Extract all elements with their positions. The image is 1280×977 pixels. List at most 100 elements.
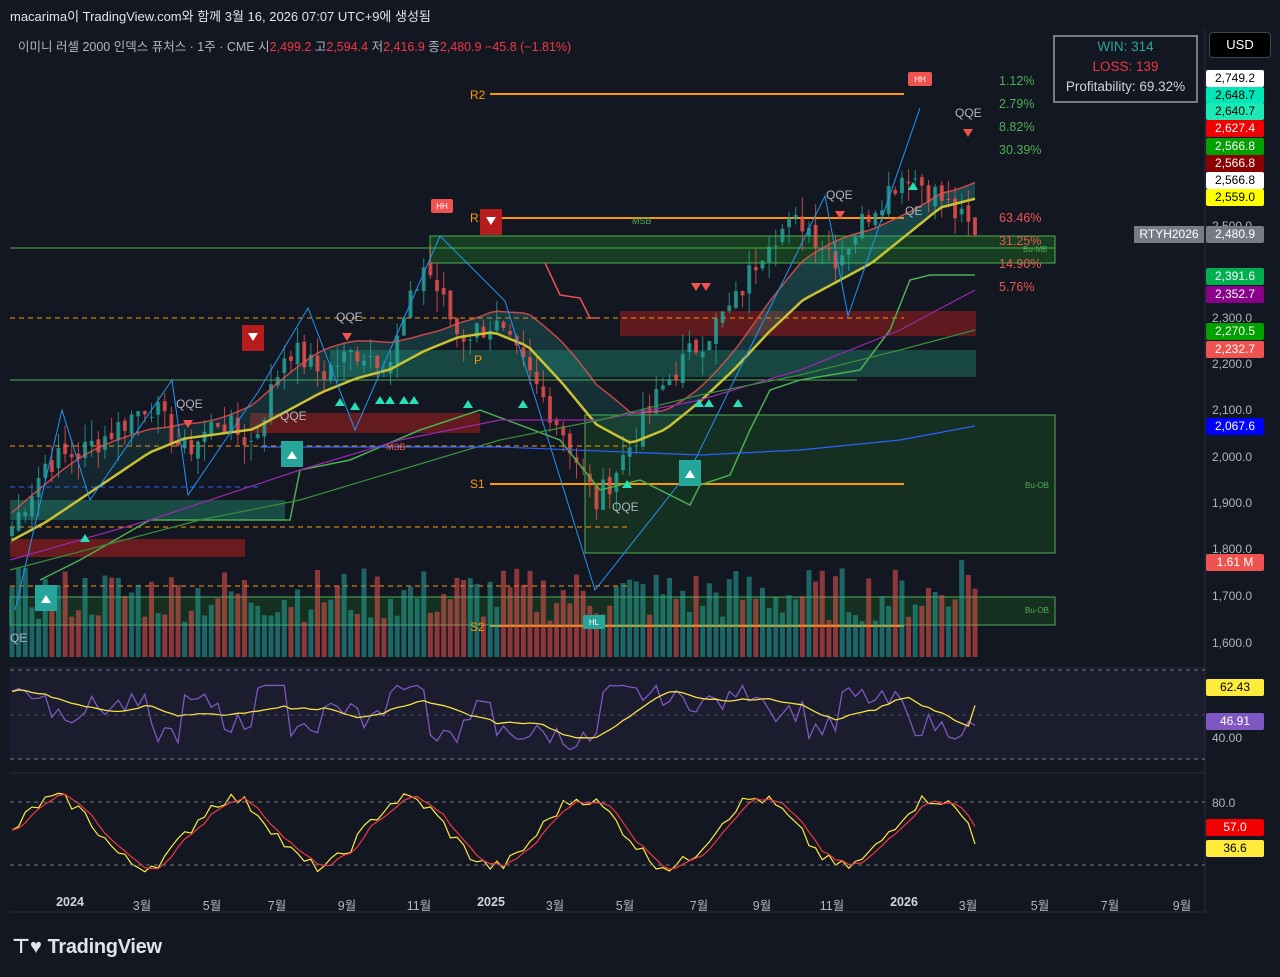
volume-bar (69, 616, 75, 657)
candle (182, 429, 187, 454)
volume-bar (447, 599, 453, 657)
candle (733, 281, 738, 310)
volume-bar (195, 587, 201, 657)
fib-pct-1: 1.12% (999, 74, 1035, 88)
rsi-ma-badge: 62.43 (1206, 679, 1264, 696)
price-badge: 2,559.0 (1206, 189, 1264, 206)
candle (156, 395, 161, 434)
volume-bar (481, 616, 487, 657)
volume-bar (574, 574, 580, 657)
time-tick: 9월 (1172, 899, 1192, 913)
candle (720, 311, 725, 328)
rsi-line (11, 683, 976, 751)
volume-bar (613, 586, 619, 657)
volume-bar (261, 615, 267, 657)
candle (29, 483, 34, 526)
zigzag-line (14, 107, 921, 611)
volume-bar (666, 578, 672, 657)
volume-bar (886, 605, 892, 657)
volume-bar (36, 618, 42, 657)
rsi-value-badge: 46.91 (1206, 713, 1264, 730)
volume-bar (89, 614, 95, 657)
fib-pct-2: 2.79% (999, 97, 1035, 111)
volume-bar (753, 598, 759, 657)
time-tick: 5월 (1030, 899, 1050, 913)
volume-bar (813, 581, 819, 657)
candle (528, 338, 533, 385)
high-value: 2,594.4 (326, 40, 369, 54)
volume-bar (301, 621, 307, 657)
svg-text:HH: HH (914, 75, 926, 84)
volume-bar (241, 580, 247, 657)
volume-bar (281, 600, 287, 657)
volume-bar (321, 602, 327, 657)
candle (926, 180, 931, 213)
hl-marker: HL (583, 615, 605, 629)
volume-bar (872, 620, 878, 657)
volume-bar (779, 612, 785, 657)
volume-bar (726, 579, 732, 657)
volume-bar (593, 613, 599, 657)
volume-bar (295, 589, 301, 657)
candle (494, 300, 499, 333)
symbol-legend[interactable]: 이미니 러셀 2000 인덱스 퓨처스 · 1주 · CME 시2,499.2 … (18, 36, 571, 55)
candle (607, 467, 612, 509)
price-badge: 2,067.6 (1206, 418, 1264, 435)
volume-bar (394, 615, 400, 657)
close-value: 2,480.9 (439, 40, 482, 54)
open-value: 2,499.2 (269, 40, 312, 54)
price-tick: 2,300.0 (1212, 311, 1253, 325)
created-line: macarima이 TradingView.com와 함께 3월 16, 202… (10, 9, 431, 24)
stoch-k-badge: 57.0 (1206, 819, 1264, 836)
qqe-label: QQE (280, 409, 307, 423)
volume-bar (441, 593, 447, 657)
tradingview-logo[interactable]: ⊤♥ TradingView (12, 934, 162, 959)
candle (747, 250, 752, 314)
candle (468, 336, 473, 355)
candle (846, 248, 851, 271)
volume-bar (208, 604, 214, 657)
candle (660, 377, 665, 392)
price-badge: 2,352.7 (1206, 286, 1264, 303)
candle (448, 290, 453, 326)
volume-bar (693, 575, 699, 657)
volume-bar (275, 612, 281, 657)
volume-bar (55, 585, 61, 657)
volume-bar (148, 581, 154, 657)
volume-bar (945, 606, 951, 657)
candle (740, 290, 745, 308)
volume-bar (759, 587, 765, 657)
volume-bar (534, 611, 540, 657)
time-tick: 3월 (958, 899, 978, 913)
bu-ob-label-2: Bu-OB (1025, 606, 1049, 615)
volume-bar (62, 571, 68, 657)
volume-bar (168, 577, 174, 657)
volume-bar (95, 615, 101, 657)
time-tick: 3월 (545, 899, 565, 913)
candle (76, 442, 81, 480)
buy-signal-triangles (80, 182, 918, 542)
qe-label: QE (10, 631, 27, 645)
candle (481, 319, 486, 339)
open-label: 시 (258, 40, 270, 54)
volume-bar (892, 569, 898, 657)
candle (953, 186, 958, 234)
volume-bar (859, 621, 865, 657)
time-tick: 7월 (689, 899, 709, 913)
time-tick: 9월 (752, 899, 772, 913)
candle (893, 186, 898, 196)
candle (700, 336, 705, 376)
candle (348, 348, 353, 371)
win-count: WIN: 314 (1097, 39, 1154, 54)
volume-bar (16, 568, 22, 657)
volume-bar (607, 605, 613, 657)
candle (56, 433, 61, 478)
price-badge: 1.61 M (1206, 554, 1264, 571)
time-tick: 11월 (406, 899, 432, 913)
ma-purple (9, 289, 976, 561)
volume-bar (22, 567, 28, 657)
currency-button[interactable]: USD (1209, 32, 1271, 58)
candle (621, 435, 626, 475)
volume-bar (514, 568, 520, 657)
